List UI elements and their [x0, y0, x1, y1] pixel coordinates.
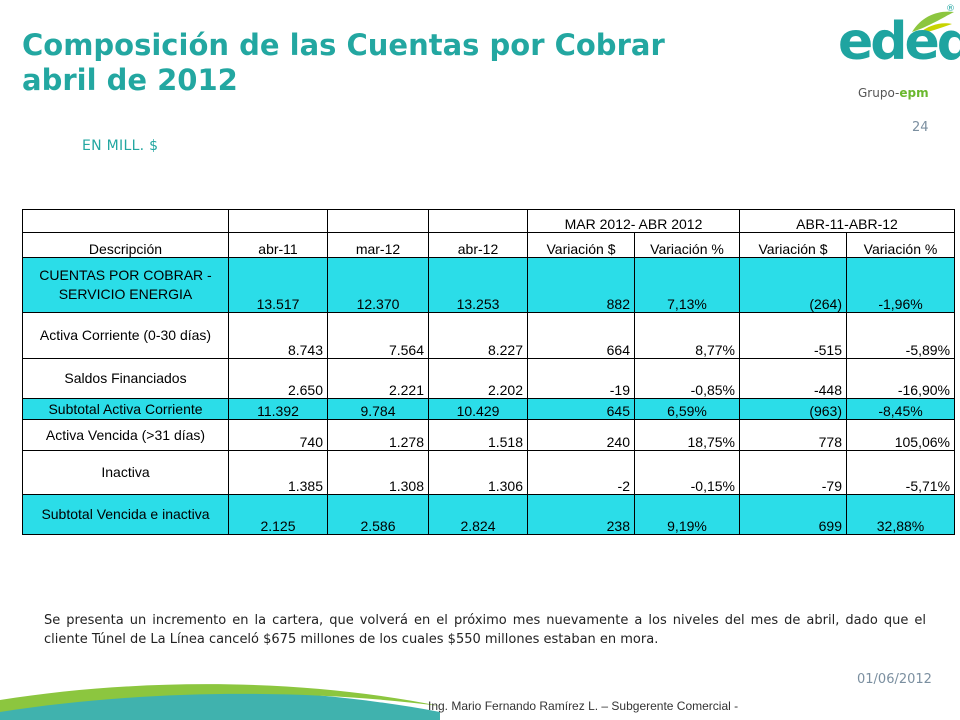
table-cell: 7,13%: [634, 257, 740, 313]
table-row: Activa Vencida (>31 días) 740 1.278 1.51…: [22, 419, 956, 451]
table-cell: 1.308: [327, 450, 429, 495]
row-label: Subtotal Activa Corriente: [22, 398, 229, 420]
table-cell: 699: [739, 494, 847, 535]
table-row: CUENTAS POR COBRAR - SERVICIO ENERGIA 13…: [22, 257, 956, 313]
footer-author: Ing. Mario Fernando Ramírez L. – Subgere…: [428, 699, 739, 713]
header-blank: [22, 209, 229, 233]
decorative-swoosh: [0, 684, 440, 720]
row-label: Subtotal Vencida e inactiva: [22, 494, 229, 535]
row-label: Inactiva: [22, 450, 229, 495]
table-cell: 9,19%: [634, 494, 740, 535]
table-cell: 9.784: [327, 398, 429, 420]
table-cell: 7.564: [327, 312, 429, 359]
table-cell: 1.518: [428, 419, 528, 451]
slide-date: 01/06/2012: [857, 672, 932, 687]
row-label: Saldos Financiados: [22, 358, 229, 399]
table-cell: -19: [527, 358, 635, 399]
table-row: Saldos Financiados 2.650 2.221 2.202 -19…: [22, 358, 956, 399]
column-header: abr-12: [428, 232, 528, 258]
header-blank: [228, 209, 328, 233]
page-number: 24: [912, 120, 929, 135]
table-cell: -0,15%: [634, 450, 740, 495]
table-cell: 664: [527, 312, 635, 359]
table-cell: 740: [228, 419, 328, 451]
table-cell: 13.253: [428, 257, 528, 313]
table-cell: 2.650: [228, 358, 328, 399]
table-cell: (963): [739, 398, 847, 420]
table-cell: -1,96%: [845, 257, 956, 313]
table-cell: 32,88%: [845, 494, 956, 535]
leaf-icon: [912, 11, 954, 34]
table-cell: 240: [527, 419, 635, 451]
column-header: abr-11: [228, 232, 328, 258]
row-label: Activa Vencida (>31 días): [22, 419, 229, 451]
table-cell: 12.370: [327, 257, 429, 313]
slide-title: Composición de las Cuentas por Cobrar ab…: [22, 28, 665, 98]
table-cell: -0,85%: [634, 358, 740, 399]
table-cell: 18,75%: [634, 419, 740, 451]
group-header-row: MAR 2012- ABR 2012 ABR-11-ABR-12: [22, 209, 956, 233]
table-cell: 1.278: [327, 419, 429, 451]
table-cell: 2.125: [228, 494, 328, 535]
table-cell: -5,71%: [845, 450, 956, 495]
table-cell: 2.824: [428, 494, 528, 535]
edeq-logo: edeq ® Grupo-epm: [838, 4, 960, 108]
units-label: EN MILL. $: [82, 138, 159, 154]
column-header: Variación $: [739, 232, 847, 258]
table-cell: 105,06%: [845, 419, 956, 451]
logo-group: Grupo-epm: [858, 86, 929, 100]
table-cell: 11.392: [228, 398, 328, 420]
header-blank: [428, 209, 528, 233]
table-row: Activa Corriente (0-30 días) 8.743 7.564…: [22, 312, 956, 359]
accounts-receivable-table: MAR 2012- ABR 2012 ABR-11-ABR-12 Descrip…: [22, 209, 956, 535]
table-cell: -515: [739, 312, 847, 359]
table-cell: -5,89%: [845, 312, 956, 359]
table-cell: 882: [527, 257, 635, 313]
table-cell: 238: [527, 494, 635, 535]
column-header: Descripción: [22, 232, 229, 258]
table-cell: 13.517: [228, 257, 328, 313]
table-cell: 10.429: [428, 398, 528, 420]
registered-mark: ®: [946, 4, 955, 14]
commentary-paragraph: Se presenta un incremento en la cartera,…: [44, 613, 926, 647]
table-cell: -2: [527, 450, 635, 495]
row-label: CUENTAS POR COBRAR - SERVICIO ENERGIA: [22, 257, 229, 313]
row-label: Activa Corriente (0-30 días): [22, 312, 229, 359]
slide-title-line1: Composición de las Cuentas por Cobrar: [22, 28, 665, 62]
table-cell: 645: [527, 398, 635, 420]
table-cell: 2.202: [428, 358, 528, 399]
table-cell: 8.227: [428, 312, 528, 359]
table-cell: 2.221: [327, 358, 429, 399]
table-row: Subtotal Vencida e inactiva 2.125 2.586 …: [22, 494, 956, 535]
table-cell: -448: [739, 358, 847, 399]
table-cell: 6,59%: [634, 398, 740, 420]
table-cell: 2.586: [327, 494, 429, 535]
table-row: Inactiva 1.385 1.308 1.306 -2 -0,15% -79…: [22, 450, 956, 495]
column-header: Variación %: [845, 232, 956, 258]
table-cell: 8,77%: [634, 312, 740, 359]
column-header: mar-12: [327, 232, 429, 258]
logo-group-brand: epm: [899, 86, 929, 100]
table-cell: 778: [739, 419, 847, 451]
table-cell: -79: [739, 450, 847, 495]
logo-wordmark: edeq: [838, 12, 960, 72]
table-cell: (264): [739, 257, 847, 313]
table-row: Subtotal Activa Corriente 11.392 9.784 1…: [22, 398, 956, 420]
slide-title-line2: abril de 2012: [22, 63, 238, 97]
table-cell: -16,90%: [845, 358, 956, 399]
group-header-monthly: MAR 2012- ABR 2012: [527, 209, 740, 233]
header-blank: [327, 209, 429, 233]
group-header-annual: ABR-11-ABR-12: [738, 209, 956, 233]
logo-group-prefix: Grupo-: [858, 86, 900, 100]
table-cell: 1.385: [228, 450, 328, 495]
table-cell: 8.743: [228, 312, 328, 359]
table-cell: 1.306: [428, 450, 528, 495]
column-header: Variación %: [634, 232, 740, 258]
column-header: Variación $: [527, 232, 635, 258]
column-header-row: Descripción abr-11 mar-12 abr-12 Variaci…: [22, 232, 956, 258]
table-cell: -8,45%: [845, 398, 956, 420]
